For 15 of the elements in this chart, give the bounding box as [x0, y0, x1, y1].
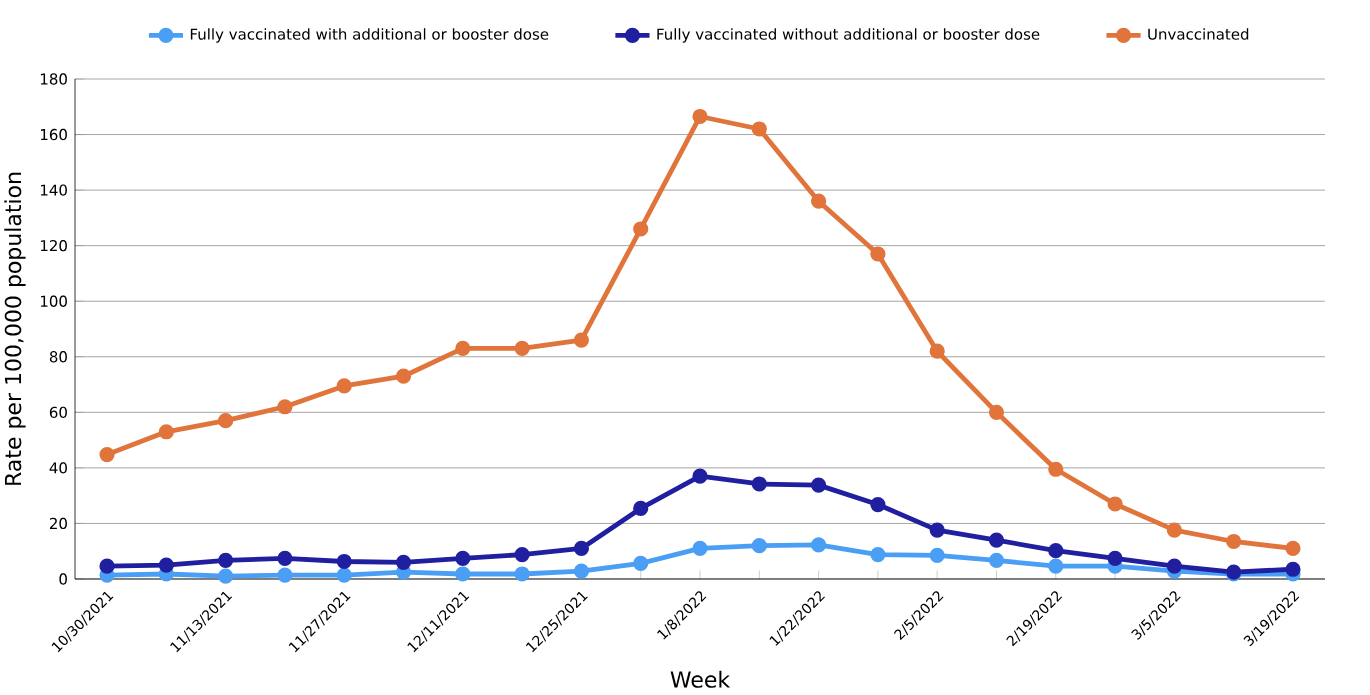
legend-label: Fully vaccinated with additional or booster dose	[190, 28, 549, 43]
y-tick-label: 40	[49, 462, 67, 474]
y-tick-label: 80	[49, 351, 67, 363]
legend-label: Fully vaccinated without additional or booster dose	[657, 28, 1040, 43]
legend-label: Unvaccinated	[1148, 28, 1249, 40]
x-axis-title: Week	[670, 670, 731, 688]
y-tick-label: 160	[40, 128, 67, 141]
y-tick-label: 100	[40, 295, 67, 307]
y-tick-label: 0	[59, 573, 67, 585]
y-axis-title: Rate per 100,000 population	[4, 172, 26, 485]
y-tick-label: 140	[40, 184, 67, 196]
y-tick-label: 120	[40, 239, 67, 252]
y-tick-label: 180	[40, 73, 67, 85]
y-tick-label: 60	[49, 406, 67, 418]
y-tick-label: 20	[49, 517, 67, 530]
